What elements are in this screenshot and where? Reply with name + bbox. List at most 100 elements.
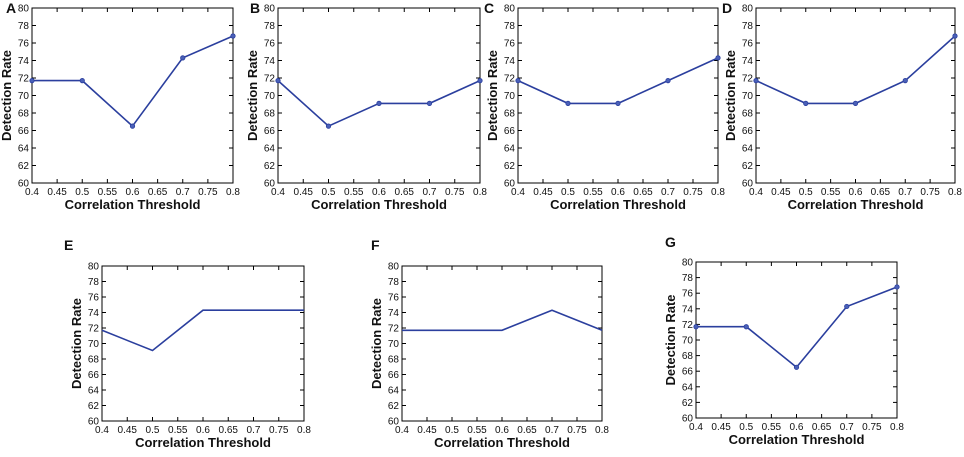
y-tick-label: 60 [18,179,30,190]
y-tick-label: 72 [388,324,400,335]
y-tick-label: 64 [682,382,694,393]
x-tick-label: 0.7 [898,187,912,198]
y-tick-label: 60 [88,417,100,428]
y-tick-label: 70 [264,91,276,102]
y-tick-label: 60 [504,179,516,190]
series-line-e [101,309,304,352]
panel-letter-d: D [722,0,732,16]
plot-frame-c [517,7,719,184]
y-tick-label: 68 [682,351,694,362]
x-tick-label: 0.7 [545,425,559,436]
y-tick-label: 64 [504,144,516,155]
data-point [426,100,433,106]
x-tick-label: 0.5 [561,187,575,198]
data-point [902,78,908,84]
x-tick-label: 0.8 [890,422,904,433]
x-tick-label: 0.5 [739,422,753,433]
y-axis-label: Detection Rate [0,50,14,141]
y-tick-label: 74 [264,56,276,67]
x-tick-label: 0.75 [269,425,289,436]
y-tick-label: 68 [18,109,30,120]
y-tick-label: 70 [88,339,100,350]
x-tick-label: 0.45 [771,187,791,198]
x-tick-label: 0.5 [322,187,336,198]
panel-letter-f: F [371,237,380,253]
data-point [477,78,483,84]
x-tick-label: 0.4 [749,187,763,198]
y-tick-label: 74 [742,56,754,67]
panel-letter-b: B [250,0,260,16]
x-tick-label: 0.45 [118,425,138,436]
x-tick-label: 0.6 [790,422,804,433]
series-line-c [517,57,719,105]
y-tick-label: 76 [18,39,30,50]
x-tick-label: 0.5 [146,425,160,436]
y-tick-label: 76 [682,289,694,300]
y-tick-label: 64 [88,386,100,397]
y-tick-label: 66 [264,126,276,137]
x-tick-label: 0.8 [297,425,311,436]
panel-letter-e: E [64,237,73,253]
data-point [275,78,281,84]
x-tick-label: 0.65 [517,425,537,436]
data-point [693,324,699,330]
y-tick-label: 66 [388,370,400,381]
y-axis-label: Detection Rate [485,50,500,141]
y-tick-label: 74 [18,56,30,67]
y-tick-label: 68 [388,355,400,366]
x-tick-label: 0.4 [271,187,285,198]
y-tick-label: 80 [88,262,100,273]
y-axis-label: Detection Rate [245,50,260,141]
x-tick-label: 0.55 [467,425,487,436]
x-tick-label: 0.8 [473,187,487,198]
x-tick-label: 0.75 [198,187,218,198]
x-tick-label: 0.6 [196,425,210,436]
y-tick-label: 74 [88,308,100,319]
panel-a: A 60 62 64 66 68 70 72 74 76 78 80 0.4 0.45 0.5 0.55 0.6… [0,0,240,212]
x-tick-label: 0.45 [711,422,731,433]
x-tick-label: 0.65 [812,422,832,433]
x-axis-label: Correlation Threshold [729,432,865,447]
x-tick-label: 0.5 [75,187,89,198]
y-tick-label: 78 [742,21,754,32]
panel-d: D 60 62 64 66 68 70 72 74 76 78 80 0.4 0.45 0.5 0.55 0.6… [722,0,962,212]
y-tick-label: 78 [18,21,30,32]
y-tick-label: 62 [388,401,400,412]
y-tick-label: 80 [742,4,754,15]
data-point [852,100,859,106]
x-tick-label: 0.55 [344,187,364,198]
x-tick-label: 0.45 [417,425,437,436]
x-tick-label: 0.45 [294,187,314,198]
y-tick-label: 78 [88,277,100,288]
y-tick-label: 68 [742,109,754,120]
x-tick-label: 0.45 [47,187,67,198]
data-point [29,78,35,84]
plot-frame-a [31,7,234,184]
y-tick-label: 80 [682,258,694,269]
x-tick-label: 0.4 [689,422,703,433]
y-tick-label: 62 [18,161,30,172]
data-point [129,123,136,129]
y-tick-label: 80 [18,4,30,15]
y-tick-label: 74 [504,56,516,67]
y-tick-label: 70 [682,336,694,347]
data-point [79,78,85,84]
y-tick-label: 76 [264,39,276,50]
y-tick-label: 64 [742,144,754,155]
y-tick-label: 70 [388,339,400,350]
series-line-f [402,309,603,332]
x-tick-label: 0.4 [395,425,409,436]
y-axis-label: Detection Rate [663,294,678,385]
y-tick-label: 64 [388,386,400,397]
x-tick-label: 0.75 [862,422,882,433]
y-tick-label: 74 [388,308,400,319]
y-tick-label: 72 [682,320,694,331]
panel-f: F 60 62 64 66 68 70 72 74 76 78 80 0.4 0.45 0.5 0.55 0.6… [369,237,609,450]
x-tick-label: 0.8 [226,187,240,198]
plot-frame-f [401,265,603,422]
x-axis-label: Correlation Threshold [434,435,570,450]
x-tick-label: 0.4 [25,187,39,198]
x-tick-label: 0.4 [511,187,525,198]
x-tick-label: 0.55 [583,187,603,198]
